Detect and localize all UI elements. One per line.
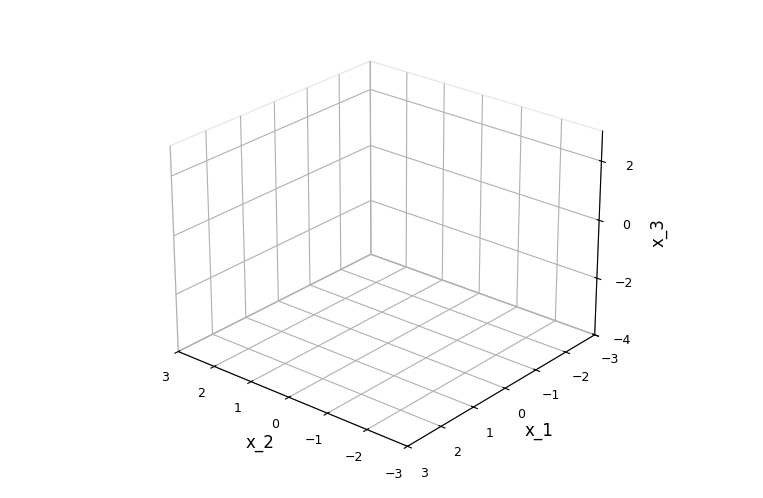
X-axis label: x_2: x_2 — [246, 434, 274, 452]
Y-axis label: x_1: x_1 — [525, 422, 553, 440]
